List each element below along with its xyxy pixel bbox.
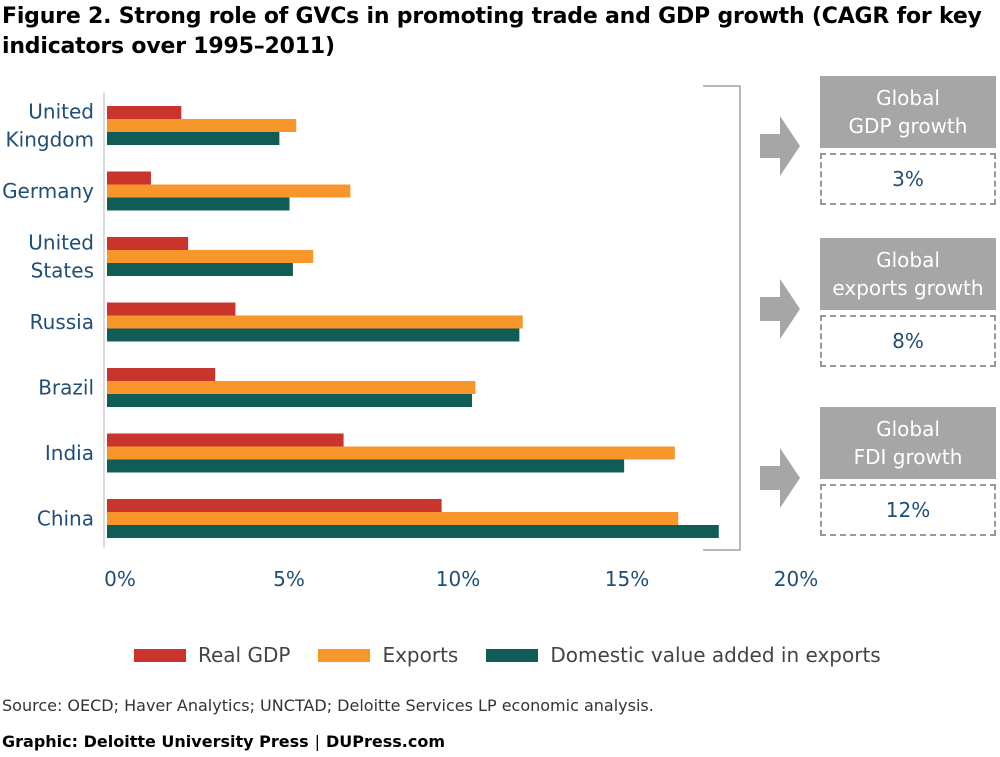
bar-real-gdp-3 <box>107 302 236 316</box>
legend-swatch-domestic <box>486 648 539 662</box>
bar-real-gdp-4 <box>107 368 216 381</box>
chart-legend: Real GDP Exports Domestic value added in… <box>134 640 909 670</box>
bar-exports-5 <box>107 446 675 460</box>
callout-fdi-value: 12% <box>820 484 996 536</box>
bar-real-gdp-1 <box>107 171 151 185</box>
callout-gdp: Global GDP growth 3% <box>820 76 996 205</box>
x-tick-label: 0% <box>104 567 136 591</box>
callout-gdp-line2: GDP growth <box>848 114 968 138</box>
callout-exports: Global exports growth 8% <box>820 238 996 367</box>
credit-publisher: Graphic: Deloitte University Press <box>2 732 309 751</box>
bar-real-gdp-5 <box>107 433 344 447</box>
credit-site: DUPress.com <box>326 732 446 751</box>
bar-domestic-value-added-in-exports-6 <box>107 525 719 538</box>
category-label: Kingdom <box>6 128 94 152</box>
bar-exports-0 <box>107 119 297 132</box>
bar-real-gdp-6 <box>107 499 442 512</box>
credit-separator: | <box>314 732 321 751</box>
source-note: Source: OECD; Haver Analytics; UNCTAD; D… <box>2 696 654 715</box>
bar-exports-4 <box>107 381 476 394</box>
legend-label-real-gdp: Real GDP <box>198 643 291 667</box>
bar-exports-2 <box>107 250 314 263</box>
legend-swatch-exports <box>318 648 371 662</box>
legend-label-exports: Exports <box>382 643 459 667</box>
bar-real-gdp-0 <box>107 106 182 119</box>
category-label: Germany <box>2 179 94 203</box>
arrow-right-icon <box>760 448 800 508</box>
legend-item-domestic: Domestic value added in exports <box>486 643 881 667</box>
x-tick-label: 5% <box>273 567 305 591</box>
bar-domestic-value-added-in-exports-1 <box>107 197 290 211</box>
credit-line: Graphic: Deloitte University Press | DUPre… <box>2 732 445 751</box>
x-tick-label: 15% <box>605 567 649 591</box>
x-tick-label: 20% <box>774 567 818 591</box>
callout-gdp-header: Global GDP growth <box>820 76 996 148</box>
callout-exports-line1: Global <box>876 248 940 272</box>
bar-domestic-value-added-in-exports-5 <box>107 459 625 473</box>
callout-exports-line2: exports growth <box>832 276 984 300</box>
bar-domestic-value-added-in-exports-0 <box>107 132 280 145</box>
category-label: Russia <box>30 310 94 334</box>
legend-item-real-gdp: Real GDP <box>134 643 290 667</box>
category-label: United <box>28 100 94 124</box>
category-label: Brazil <box>38 376 94 400</box>
bracket <box>703 85 741 551</box>
category-label: China <box>37 507 94 531</box>
callout-exports-header: Global exports growth <box>820 238 996 310</box>
arrow-right-icon <box>760 116 800 176</box>
bar-exports-1 <box>107 184 351 198</box>
x-tick-label: 10% <box>436 567 480 591</box>
chart-title: Figure 2. Strong role of GVCs in promoti… <box>2 4 982 59</box>
callout-gdp-line1: Global <box>876 86 940 110</box>
callout-gdp-value: 3% <box>820 153 996 205</box>
callout-fdi-line2: FDI growth <box>853 445 963 469</box>
callout-fdi-header: Global FDI growth <box>820 407 996 479</box>
bar-domestic-value-added-in-exports-4 <box>107 394 473 407</box>
legend-label-domestic: Domestic value added in exports <box>550 643 881 667</box>
bar-exports-3 <box>107 315 523 329</box>
legend-item-exports: Exports <box>318 643 458 667</box>
category-label: United <box>28 231 94 255</box>
callout-exports-value: 8% <box>820 315 996 367</box>
bar-exports-6 <box>107 512 679 525</box>
bar-real-gdp-2 <box>107 237 189 250</box>
callout-fdi-line1: Global <box>876 417 940 441</box>
legend-swatch-real-gdp <box>134 648 186 662</box>
arrow-right-icon <box>760 279 800 339</box>
bar-domestic-value-added-in-exports-3 <box>107 328 520 342</box>
bar-domestic-value-added-in-exports-2 <box>107 263 293 276</box>
category-label: India <box>45 441 94 465</box>
category-label: States <box>31 259 94 283</box>
callout-fdi: Global FDI growth 12% <box>820 407 996 536</box>
